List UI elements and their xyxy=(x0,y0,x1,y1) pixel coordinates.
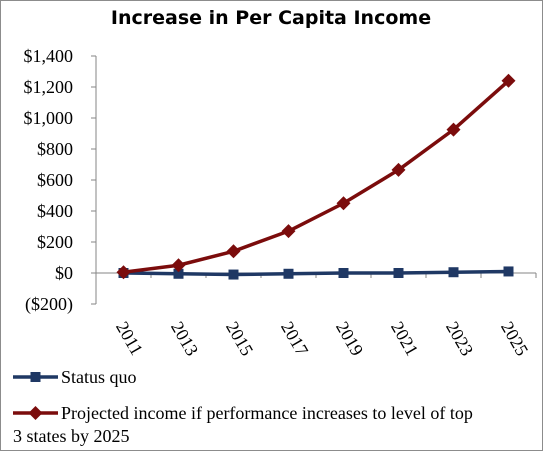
series-1-point xyxy=(116,265,131,280)
x-tick-label: 2019 xyxy=(332,318,367,359)
y-tick-label: $200 xyxy=(37,232,73,252)
series-0-point xyxy=(283,268,294,279)
y-tick-label: $400 xyxy=(37,201,73,221)
x-tick-label: 2011 xyxy=(112,318,147,359)
series-0-point xyxy=(448,267,459,278)
series-0-point xyxy=(173,268,184,279)
x-tick-label: 2017 xyxy=(277,318,312,359)
series-0-point xyxy=(503,266,514,277)
legend-swatch-marker xyxy=(30,372,41,382)
series-1 xyxy=(116,73,516,280)
y-tick-label: $600 xyxy=(37,170,73,190)
legend: Status quo Projected income if performanc… xyxy=(13,367,473,446)
y-tick-label: ($200) xyxy=(25,294,73,315)
series-0-line xyxy=(123,269,509,277)
y-tick-label: $0 xyxy=(55,263,73,283)
x-tick-label: 2013 xyxy=(167,318,202,359)
series-0-point xyxy=(338,268,349,278)
series-1-point xyxy=(281,224,296,239)
x-tick-label: 2021 xyxy=(387,318,422,359)
series-1-point xyxy=(501,73,516,88)
x-tick-label: 2015 xyxy=(222,318,257,359)
axes: ($200) $0 $200 $400 $600 $800 $1,000 $1,200 $1,4… xyxy=(24,46,537,359)
legend-item-1: Projected income if performance increase… xyxy=(13,403,473,446)
series-1-point xyxy=(336,196,351,211)
series-0-point xyxy=(228,269,239,280)
series-0-point xyxy=(393,268,404,278)
y-tick-label: $800 xyxy=(37,139,73,159)
y-tick-label: $1,000 xyxy=(24,108,74,128)
series-lines xyxy=(116,73,516,280)
series-1-line xyxy=(123,79,510,274)
y-tick-label: $1,400 xyxy=(24,46,74,66)
x-tick-label: 2023 xyxy=(442,318,477,359)
series-1-point xyxy=(446,122,461,137)
legend-item-0: Status quo xyxy=(13,367,137,387)
series-1-point xyxy=(171,258,186,273)
y-tick-label: $1,200 xyxy=(24,77,74,97)
series-1-point xyxy=(226,244,241,259)
x-tick-label: 2025 xyxy=(497,318,532,359)
chart-title: Increase in Per Capita Income xyxy=(111,7,431,29)
legend-swatch-marker xyxy=(28,406,43,420)
legend-label: Status quo xyxy=(61,367,137,387)
series-1-point xyxy=(391,162,406,177)
legend-label: Projected income if performance increase… xyxy=(13,403,473,446)
